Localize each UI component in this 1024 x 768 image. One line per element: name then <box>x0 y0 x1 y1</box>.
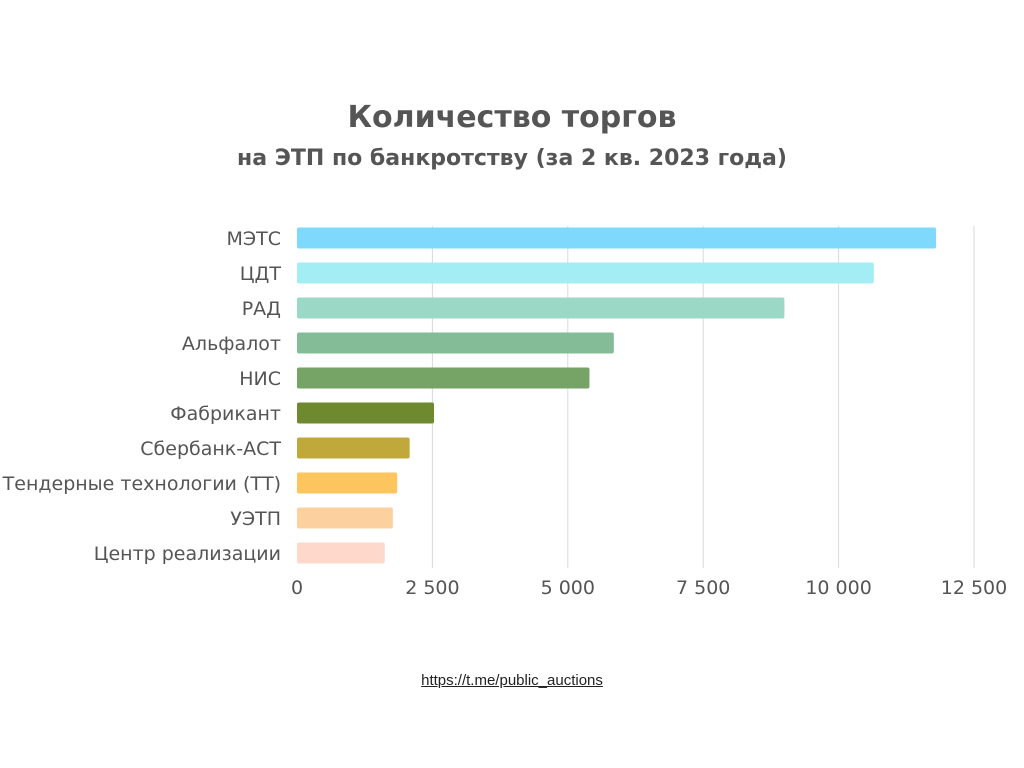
category-label: Тендерные технологии (ТТ) <box>2 473 281 495</box>
bar-9 <box>297 507 393 529</box>
bar-8 <box>297 472 398 494</box>
bar-5 <box>297 367 590 389</box>
x-tick-label: 10 000 <box>805 577 871 599</box>
category-label: МЭТС <box>226 228 281 250</box>
source-link[interactable]: https://t.me/public_auctions <box>421 672 603 689</box>
x-tick-label: 0 <box>291 577 303 599</box>
bar-1 <box>297 227 937 249</box>
chart-title: Количество торгов <box>347 100 677 135</box>
category-label: Фабрикант <box>170 403 281 425</box>
x-tick-label: 12 500 <box>941 577 1007 599</box>
x-tick-label: 2 500 <box>405 577 459 599</box>
bar-2 <box>297 262 874 284</box>
category-label: РАД <box>242 298 281 320</box>
bar-3 <box>297 297 785 319</box>
category-label: Сбербанк-АСТ <box>140 438 281 460</box>
x-tick-label: 5 000 <box>541 577 595 599</box>
bar-6 <box>297 402 435 424</box>
category-label: ЦДТ <box>240 263 282 285</box>
chart-subtitle: на ЭТП по банкротству (за 2 кв. 2023 год… <box>237 146 787 171</box>
category-label: Альфалот <box>182 333 281 355</box>
category-label: Центр реализации <box>94 543 281 565</box>
x-tick-label: 7 500 <box>676 577 730 599</box>
bar-10 <box>297 542 385 564</box>
bar-4 <box>297 332 614 354</box>
bar-7 <box>297 437 410 459</box>
category-label: УЭТП <box>230 508 281 530</box>
category-label: НИС <box>239 368 281 390</box>
